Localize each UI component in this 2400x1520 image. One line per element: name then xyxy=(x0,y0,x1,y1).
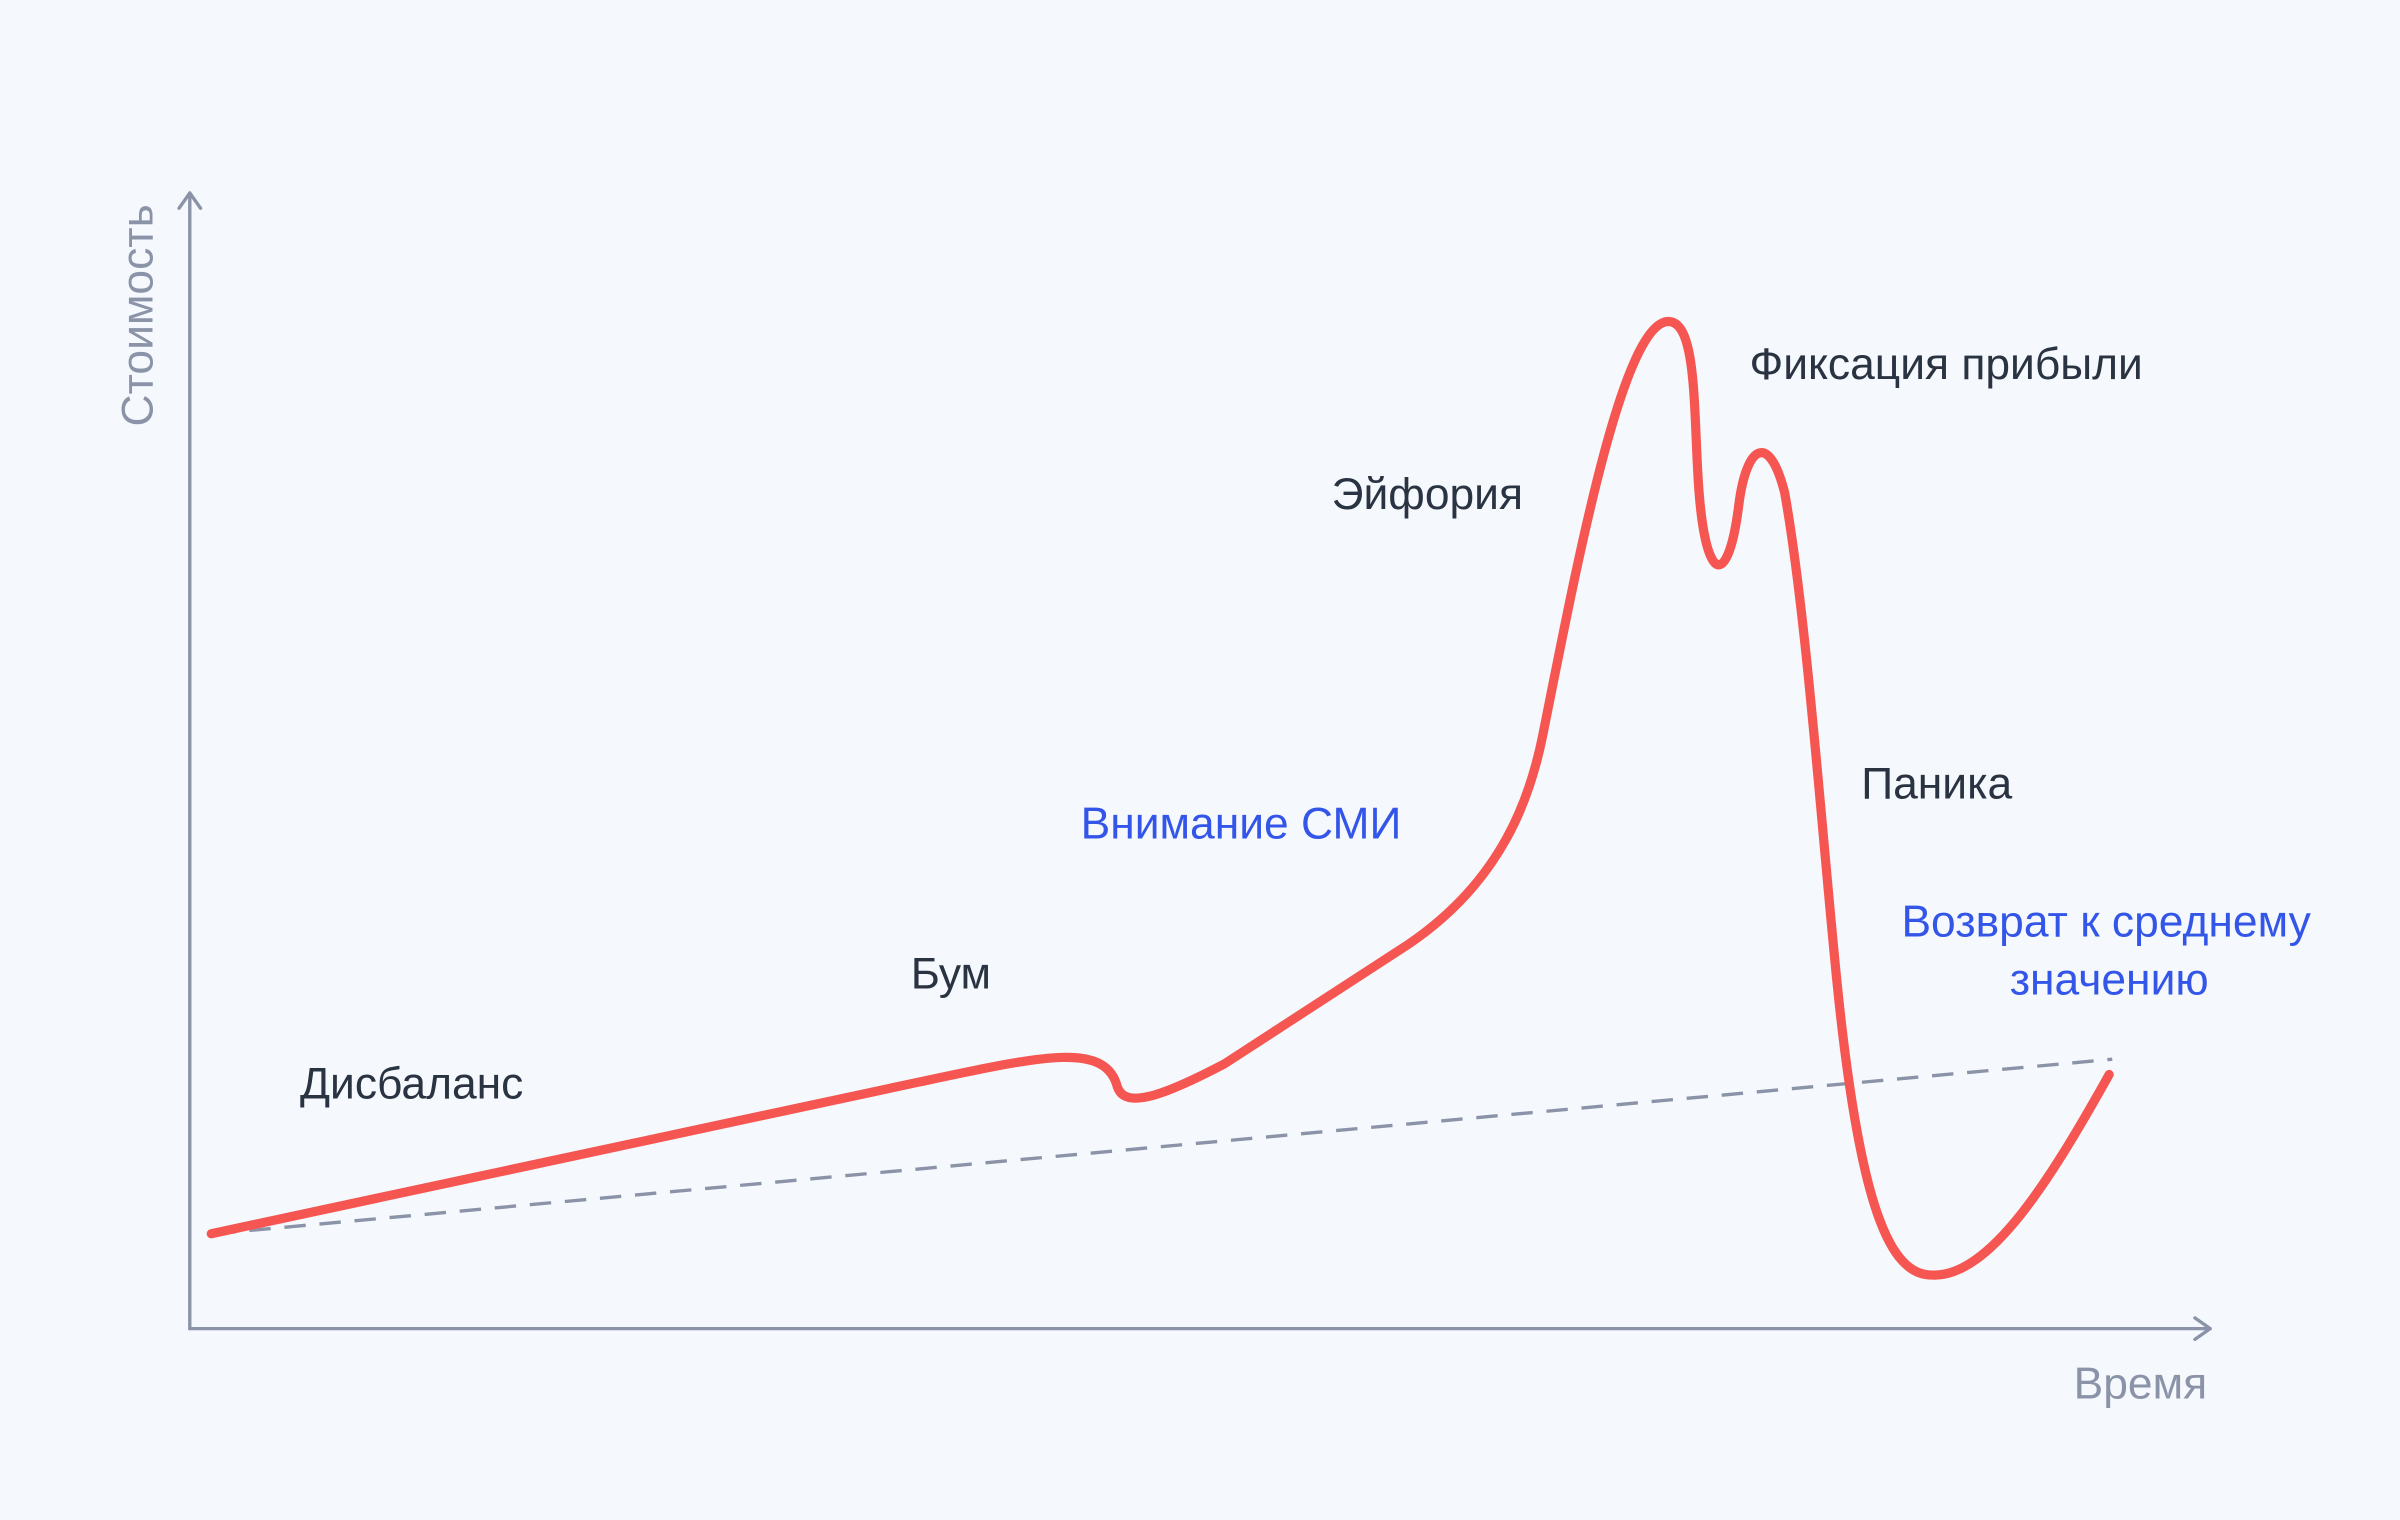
mean-line xyxy=(214,1057,2113,1236)
stage-label: значению xyxy=(2010,955,2209,1004)
x-axis-label: Время xyxy=(2074,1360,2208,1409)
axes xyxy=(177,191,2212,1342)
stage-label: Фиксация прибыли xyxy=(1749,340,2142,389)
stage-label: Внимание СМИ xyxy=(1081,799,1402,848)
stage-label: Паника xyxy=(1861,760,2012,809)
stage-label: Эйфория xyxy=(1332,470,1523,519)
cycle-curve xyxy=(206,316,2114,1280)
stage-label: Возврат к среднему xyxy=(1901,897,2311,946)
stage-label: Бум xyxy=(911,949,991,998)
x-axis xyxy=(188,1316,2212,1342)
stage-label: Дисбаланс xyxy=(300,1060,523,1109)
y-axis-label: Стоимость xyxy=(114,204,163,426)
y-axis xyxy=(177,191,203,1331)
